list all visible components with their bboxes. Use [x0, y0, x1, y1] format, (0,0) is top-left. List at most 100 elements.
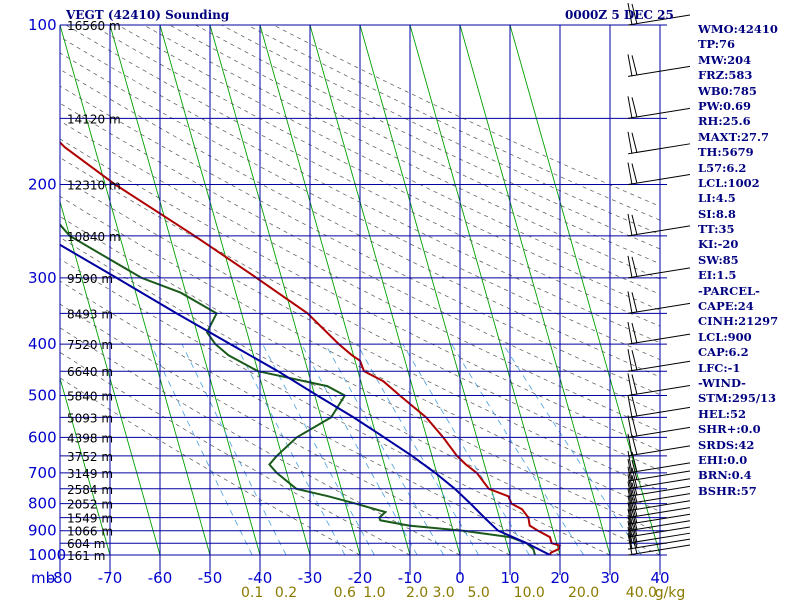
mixing-ratio-line	[235, 343, 346, 555]
wind-barb-staff	[627, 507, 691, 519]
wind-barb-staff	[627, 302, 691, 314]
wind-barb-staff	[627, 384, 691, 396]
index-item: SHR+:0.0	[698, 422, 761, 437]
sounding-indices-panel: WMO:42410 TP:76 MW:204 FRZ:583 WB0:785 PW:0.6…	[698, 22, 778, 499]
wind-barb-flag	[631, 509, 638, 530]
index-item: BRN:0.4	[698, 468, 752, 483]
height-label: 5093 m	[67, 411, 113, 425]
index-item: WMO:42410	[698, 22, 778, 36]
wind-barb-staff	[627, 107, 691, 119]
height-label: 14120 m	[67, 112, 121, 126]
mixing-ratio-line	[502, 343, 642, 555]
mixing-ratio-tick-label: 0.2	[275, 585, 297, 600]
mixing-ratio-line	[181, 343, 287, 555]
wind-barb-flag	[631, 459, 638, 481]
wind-barb-staff	[627, 470, 691, 482]
mixing-ratio-tick-label: 10.0	[514, 585, 545, 600]
temperature-tick-label: 0	[455, 569, 465, 587]
wind-barb-flag	[627, 495, 633, 518]
index-item: SRDS:42	[698, 437, 755, 452]
wind-barb-staff	[627, 360, 691, 372]
mixing-ratio-tick-label: 3.0	[432, 585, 454, 600]
height-label: 1066 m	[67, 525, 113, 539]
dry-adiabat	[60, 36, 660, 344]
wind-barb-staff	[627, 406, 691, 418]
index-item: RH:25.6	[698, 114, 751, 129]
index-item: CINH:21297	[698, 314, 779, 329]
index-item: MAXT:27.7	[698, 129, 769, 144]
isotherm-line	[409, 25, 561, 555]
index-item: -PARCEL-	[698, 283, 760, 298]
temperature-tick-label: -20	[348, 569, 373, 587]
wind-barb-flag	[631, 350, 638, 371]
mixing-ratio-tick-label: 40.0	[626, 585, 657, 600]
temperature-tick-label: -40	[248, 569, 273, 587]
index-item: SI:8.8	[698, 206, 736, 221]
wind-barb-staff	[627, 485, 691, 497]
index-item: FRZ:583	[698, 68, 753, 83]
wind-barb-flag	[627, 349, 633, 372]
height-label: 10840 m	[67, 230, 121, 244]
mixing-ratio-tick-label: 5.0	[467, 585, 489, 600]
index-item: L57:6.2	[698, 160, 747, 175]
mixing-ratio-tick-label: g/kg	[655, 585, 686, 600]
wind-barb-flag	[627, 474, 633, 497]
wind-barb-staff	[627, 174, 691, 186]
wind-barb-flag	[627, 514, 633, 538]
height-label: 7520 m	[67, 338, 113, 352]
wind-barb-flag	[631, 522, 638, 543]
isotherm-line	[60, 376, 111, 555]
height-label: 16560 m	[67, 19, 121, 33]
pressure-tick-label: 800	[28, 495, 57, 513]
wind-barb-staff	[627, 526, 691, 538]
wind-barb-flag	[627, 2, 633, 26]
pressure-tick-label: 900	[28, 522, 57, 540]
wind-barb-flag	[631, 374, 638, 395]
mixing-ratio-tick-label: 2.0	[406, 585, 428, 600]
wind-barb-staff	[627, 520, 691, 532]
wind-barb-flag	[631, 55, 638, 76]
wind-barb-flag	[631, 434, 638, 455]
temperature-tick-label: -50	[198, 569, 223, 587]
height-label: 4398 m	[67, 431, 113, 445]
index-item: TT:35	[698, 222, 735, 237]
isotherm-line	[509, 25, 660, 555]
index-item: WB0:785	[698, 83, 757, 98]
sounding-series-2	[60, 243, 551, 555]
isotherm-line	[309, 25, 461, 555]
wind-barb-flag	[627, 481, 633, 504]
wind-barb-flag	[631, 475, 638, 496]
wind-barb-flag	[631, 515, 638, 537]
pressure-tick-label: 300	[28, 269, 57, 287]
wind-barb-flag	[627, 54, 633, 77]
temperature-tick-label: -70	[98, 569, 123, 587]
wind-barb-staff	[627, 544, 691, 556]
wind-barb-flag	[631, 503, 638, 524]
timestamp: 0000Z 5 DEC 25	[565, 8, 674, 22]
height-label: 3149 m	[67, 467, 113, 481]
mixing-ratio-tick-label: 20.0	[568, 585, 599, 600]
wind-barb-flag	[627, 502, 633, 525]
temperature-tick-label: -60	[148, 569, 173, 587]
wind-barb-staff	[627, 143, 691, 155]
plot-area	[60, 25, 660, 555]
wind-barb-flag	[631, 163, 638, 184]
index-item: EHI:0.0	[698, 452, 748, 467]
wind-barb-flag	[631, 132, 638, 153]
height-label: 604 m	[67, 537, 105, 551]
wind-barb-staff	[627, 445, 691, 457]
wind-barb-flag	[631, 3, 638, 25]
height-label: 8493 m	[67, 307, 113, 321]
wind-barb-flag	[631, 528, 638, 549]
height-label: 6640 m	[67, 365, 113, 379]
height-label: 12310 m	[67, 179, 121, 193]
pressure-tick-label: 600	[28, 428, 57, 446]
wind-barb-flag	[627, 213, 633, 236]
height-label: 1549 m	[67, 512, 113, 526]
wind-barb-flag	[627, 322, 633, 345]
wind-barb-flag	[627, 162, 633, 185]
index-item: EI:1.5	[698, 268, 737, 283]
index-item: LFC:-1	[698, 360, 741, 375]
index-item: LI:4.5	[698, 191, 736, 206]
temperature-tick-label: -80	[48, 569, 73, 587]
